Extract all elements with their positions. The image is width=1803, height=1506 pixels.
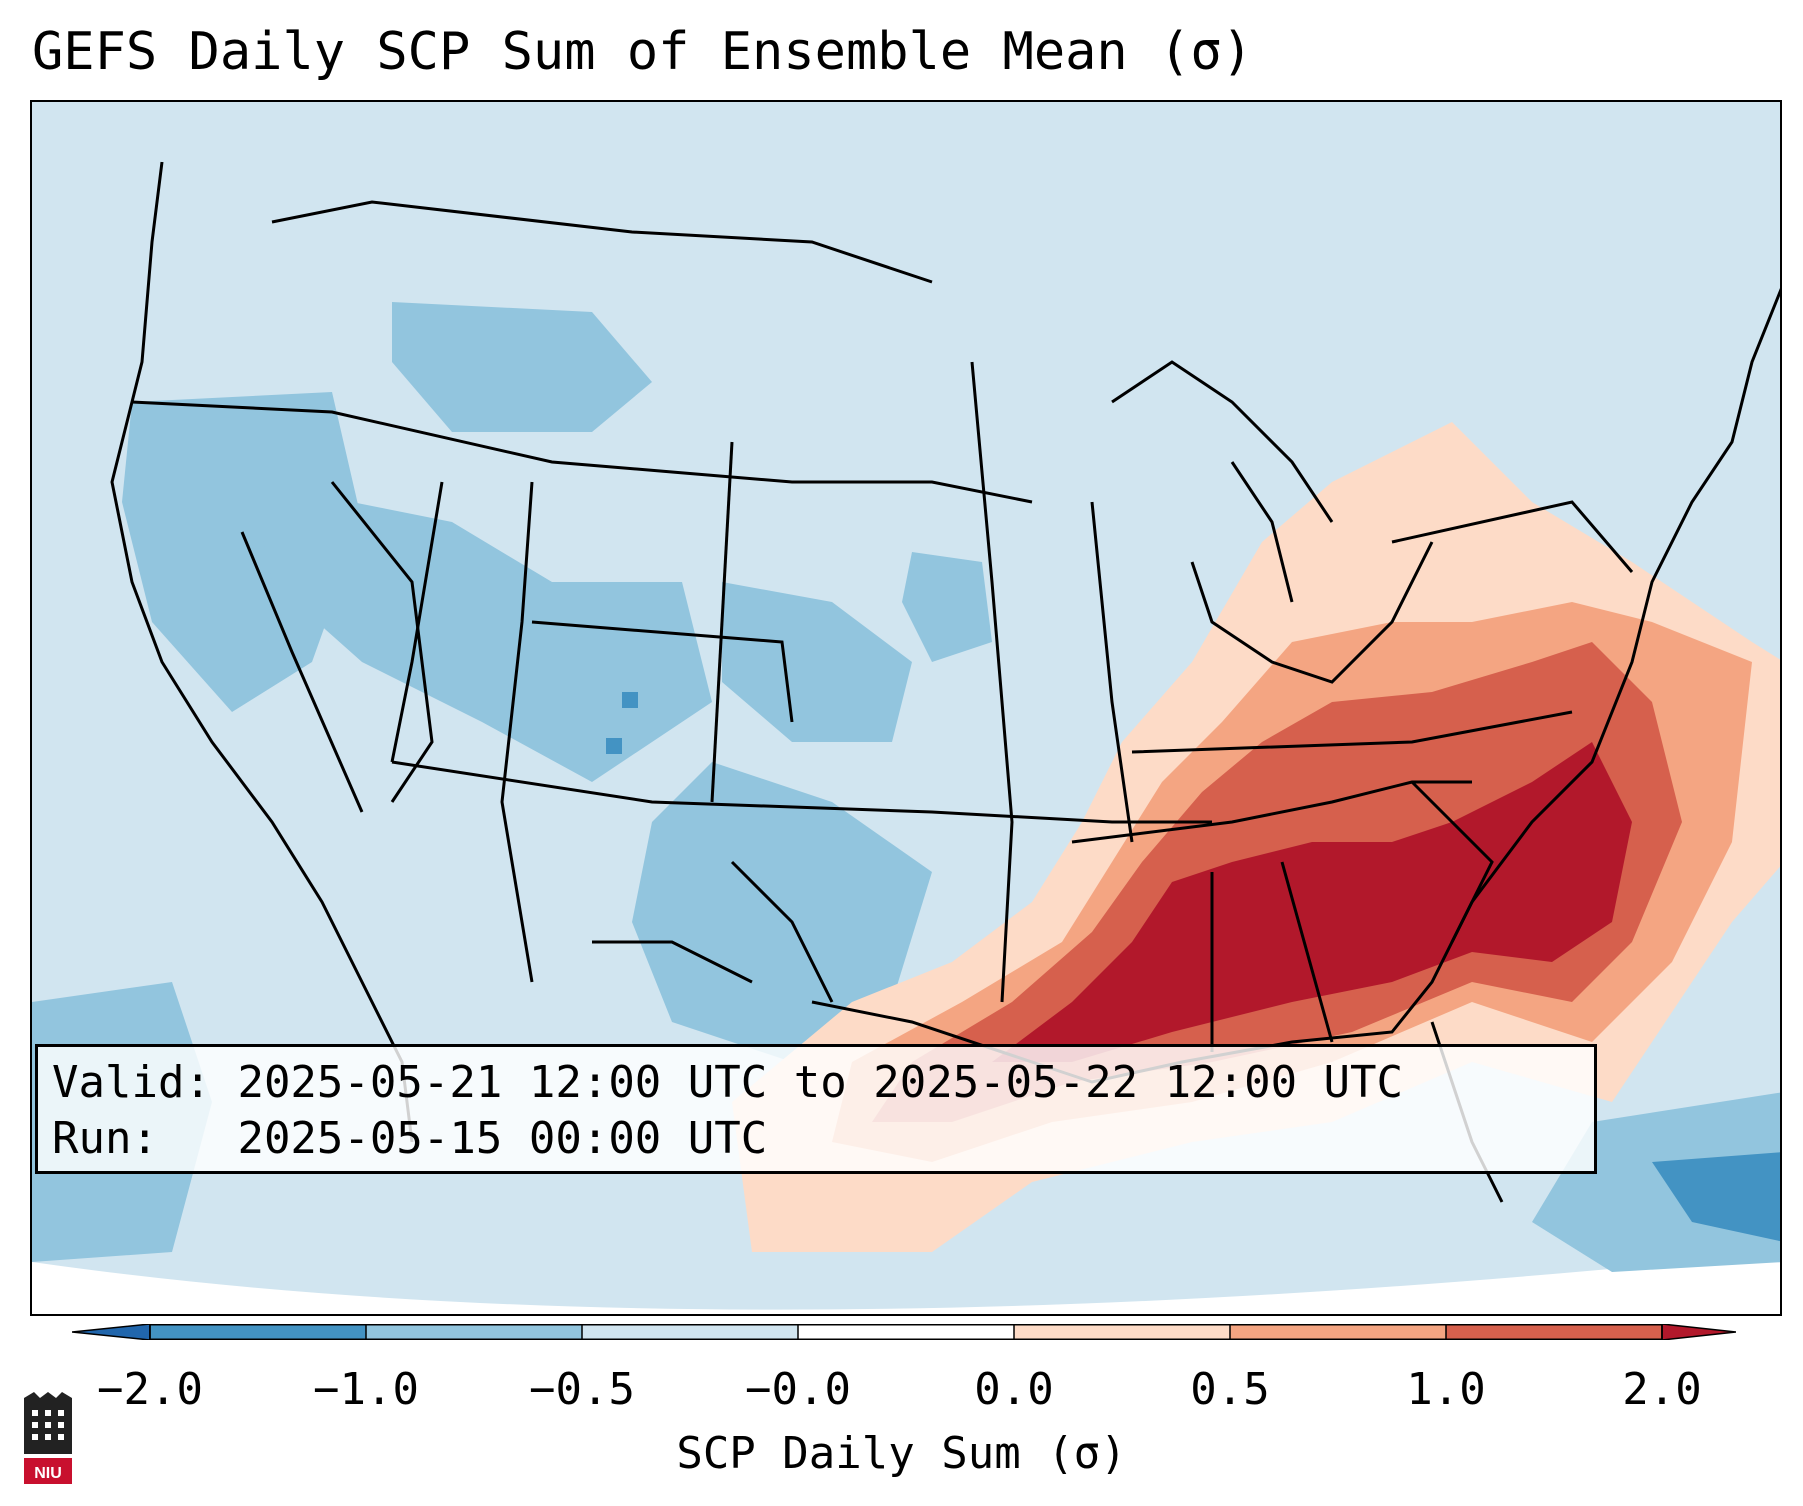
projection-edge — [32, 1252, 1780, 1314]
colorbar-tick-label: −0.0 — [745, 1364, 851, 1415]
map-boundaries — [110, 161, 1780, 1203]
colorbar — [72, 1324, 1736, 1340]
valid-label: Valid: — [52, 1057, 211, 1108]
colorbar-tick-label: 2.0 — [1622, 1364, 1702, 1415]
colorbar-extend-low — [72, 1324, 151, 1340]
nv-ca-border — [330, 481, 434, 803]
colorbar-segment — [150, 1324, 366, 1340]
colorbar-segment — [798, 1324, 1014, 1340]
colorbar-tick-label: 0.0 — [974, 1364, 1054, 1415]
colorbar-extend-high — [1661, 1324, 1736, 1340]
strong-negative-areas — [606, 692, 1780, 1242]
colorbar-segment — [582, 1324, 798, 1340]
logo-text: NIU — [34, 1465, 62, 1482]
colorbar-tick-label: −1.0 — [313, 1364, 419, 1415]
map-title: GEFS Daily SCP Sum of Ensemble Mean (σ) — [32, 22, 1253, 82]
positive-anomaly-extreme — [992, 742, 1632, 1062]
valid-run-info-box: Valid: 2025-05-21 12:00 UTC to 2025-05-2… — [35, 1044, 1597, 1174]
colorbar-segment — [1230, 1324, 1446, 1340]
texas-border — [730, 860, 834, 1003]
colorbar-segment — [366, 1324, 582, 1340]
colorbar-label: SCP Daily Sum (σ) — [676, 1428, 1127, 1479]
valid-time: 2025-05-21 12:00 UTC to 2025-05-22 12:00… — [237, 1057, 1404, 1108]
colorbar-ticks — [149, 1324, 1663, 1340]
northern-tier-line — [131, 400, 1033, 504]
colorbar-tick-label: 0.5 — [1190, 1364, 1270, 1415]
west-coastline — [110, 161, 414, 1143]
southern-tier-line — [391, 760, 1212, 824]
colorbar-segment — [1014, 1324, 1230, 1340]
great-lakes — [1111, 360, 1334, 523]
run-time: 2025-05-15 00:00 UTC — [237, 1113, 768, 1164]
colorbar-segment — [1446, 1324, 1662, 1340]
us-canada-border — [271, 200, 933, 284]
negative-anomaly-areas — [32, 302, 1780, 1272]
colorbar-tick-label: 1.0 — [1406, 1364, 1486, 1415]
niu-logo-icon: NIU — [24, 1392, 72, 1484]
run-label: Run: — [52, 1113, 158, 1164]
colorbar-tick-label: −0.5 — [529, 1364, 635, 1415]
colorbar-tick-label: −2.0 — [97, 1364, 203, 1415]
